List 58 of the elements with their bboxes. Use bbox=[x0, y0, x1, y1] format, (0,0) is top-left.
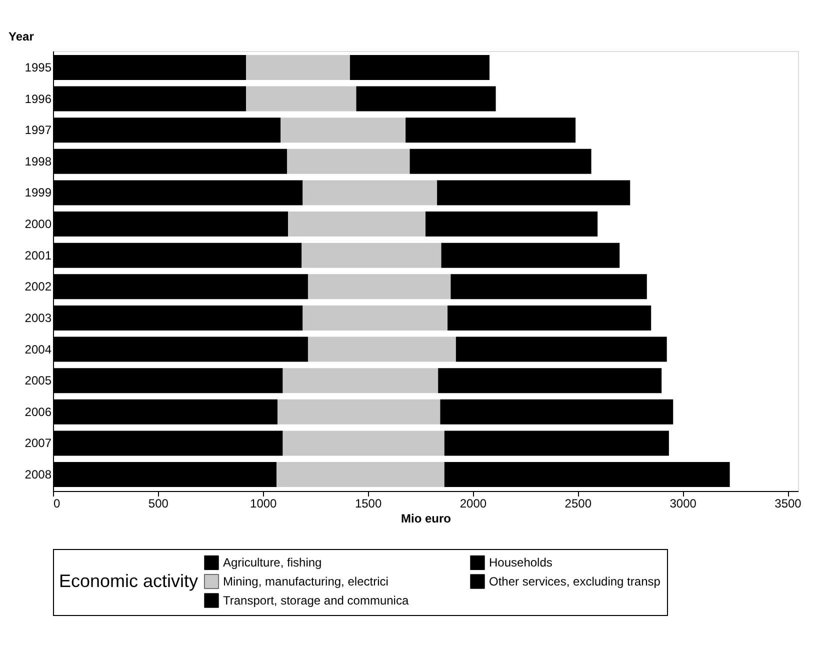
bar bbox=[438, 368, 662, 394]
y-tick-label: 1999 bbox=[24, 186, 52, 200]
x-tick-label: 2500 bbox=[564, 496, 592, 510]
y-tick-label: 2000 bbox=[24, 217, 52, 232]
bar bbox=[350, 54, 490, 80]
bar bbox=[456, 336, 667, 362]
y-tick-label: 1995 bbox=[24, 60, 52, 74]
bar bbox=[288, 212, 426, 237]
bar bbox=[448, 305, 652, 330]
legend-label: Households bbox=[489, 556, 552, 570]
bar bbox=[441, 242, 620, 268]
legend-label: Other services, excluding transp bbox=[489, 574, 661, 588]
bar bbox=[444, 462, 730, 488]
bar bbox=[308, 274, 451, 300]
legend-label: Transport, storage and communica bbox=[223, 594, 409, 608]
x-axis-title: Mio euro bbox=[401, 512, 451, 526]
bar bbox=[282, 430, 444, 456]
x-tick-label: 0 bbox=[54, 496, 60, 510]
y-tick-label: 1997 bbox=[24, 123, 52, 138]
y-tick-label: 2002 bbox=[24, 280, 52, 294]
bar bbox=[246, 86, 356, 112]
bar bbox=[286, 148, 410, 174]
bar bbox=[426, 212, 598, 237]
x-tick-label: 3000 bbox=[670, 496, 697, 510]
bar bbox=[440, 399, 674, 424]
y-tick-label: 2003 bbox=[24, 310, 52, 325]
bar bbox=[444, 430, 669, 456]
legend-label: Mining, manufacturing, electrici bbox=[223, 574, 388, 588]
x-tick-label: 500 bbox=[148, 496, 169, 510]
bar bbox=[276, 462, 444, 488]
y-axis-title: Year bbox=[8, 30, 34, 44]
bar bbox=[280, 118, 406, 143]
y-tick-label: 1998 bbox=[24, 154, 52, 168]
y-tick-label: 2004 bbox=[24, 342, 52, 356]
bar bbox=[282, 368, 438, 394]
y-tick-label: 2008 bbox=[24, 468, 52, 482]
x-tick-label: 2000 bbox=[460, 496, 487, 510]
y-tick-label: 2005 bbox=[24, 374, 52, 388]
bar bbox=[406, 118, 576, 143]
bar bbox=[437, 180, 630, 206]
x-tick-label: 1500 bbox=[354, 496, 382, 510]
bar bbox=[356, 86, 496, 112]
bar bbox=[302, 180, 438, 206]
y-tick-label: 1996 bbox=[24, 92, 52, 106]
bar bbox=[302, 242, 442, 268]
y-tick-label: 2001 bbox=[24, 248, 52, 262]
legend-label: Agriculture, fishing bbox=[223, 556, 322, 570]
x-tick-label: 3500 bbox=[774, 496, 802, 510]
bar bbox=[246, 54, 350, 80]
legend-title: Economic activity bbox=[59, 571, 198, 591]
bar bbox=[308, 336, 456, 362]
bar bbox=[410, 148, 592, 174]
bar bbox=[302, 305, 448, 330]
x-tick-label: 1000 bbox=[250, 496, 278, 510]
bar bbox=[278, 399, 440, 424]
y-tick-label: 2006 bbox=[24, 404, 52, 419]
y-tick-label: 2007 bbox=[24, 436, 52, 450]
bar bbox=[450, 274, 647, 300]
